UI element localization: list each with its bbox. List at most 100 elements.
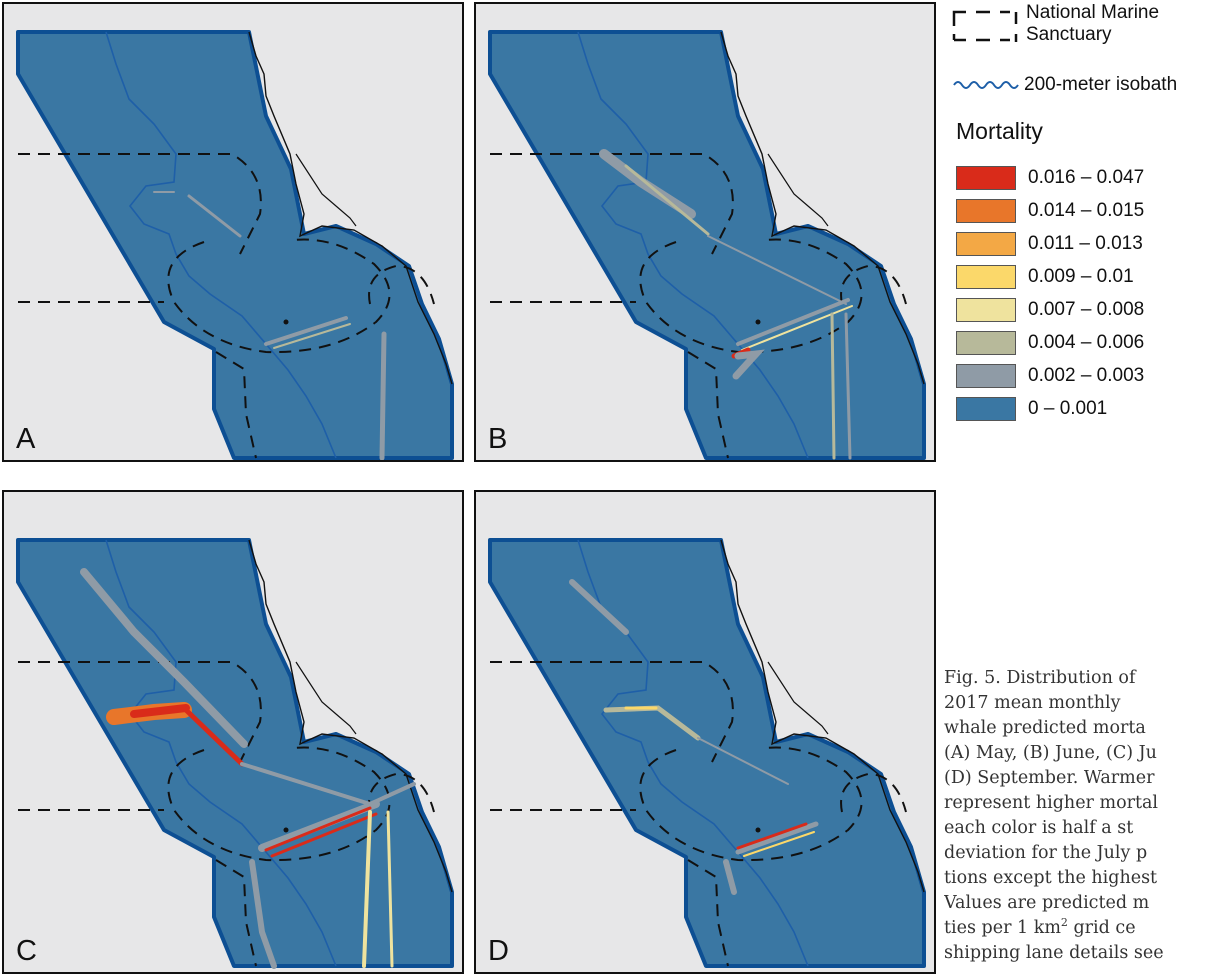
lane-south-patch (723, 859, 737, 895)
caption-line-3: whale predicted morta (944, 718, 1146, 738)
map-panel-a: A (2, 2, 464, 462)
lane-south-b (273, 323, 351, 349)
lane-south-hot (736, 822, 808, 850)
caption-line-11-text: ties per 1 km (944, 918, 1061, 938)
legend-class-2: 0.014 – 0.015 (956, 199, 1144, 223)
legend-range-label: 0.014 – 0.015 (1028, 200, 1145, 221)
sanctuary-boundary-4 (368, 772, 435, 813)
legend-class-3: 0.011 – 0.013 (956, 232, 1143, 256)
legend-swatch (956, 232, 1016, 256)
map-b (488, 30, 926, 460)
model-domain (488, 30, 926, 460)
caption-line-10: Values are predicted m (944, 893, 1150, 913)
panel-label-b: B (488, 423, 508, 455)
sanctuary-boundary-1 (18, 661, 262, 763)
map-a (16, 30, 454, 460)
legend-class-1: 0.016 – 0.047 (956, 166, 1144, 190)
caption-line-12: shipping lane details see (944, 943, 1164, 963)
legend-swatch (956, 298, 1016, 322)
map-d (488, 538, 926, 968)
legend-class-5: 0.007 – 0.008 (956, 298, 1144, 322)
lane-south-patch (249, 859, 277, 969)
legend-range-label: 0.004 – 0.006 (1028, 332, 1145, 353)
model-domain (16, 538, 454, 968)
legend-swatch (956, 166, 1016, 190)
sanctuary-boundary-1 (490, 153, 734, 255)
panel-label-c: C (16, 935, 37, 967)
map-base (16, 538, 454, 969)
lane-east (368, 782, 416, 806)
dashed-box-icon (952, 10, 1018, 42)
lane-north-spread (80, 568, 248, 748)
lane-north (624, 164, 710, 236)
sanctuary-boundary-2 (639, 746, 863, 862)
figure-caption: Fig. 5. Distribution of 2017 mean monthl… (944, 666, 1212, 974)
model-domain (488, 538, 926, 968)
legend-swatch (956, 397, 1016, 421)
island-marker (283, 827, 289, 833)
legend-class-6: 0.004 – 0.006 (956, 331, 1144, 355)
lane-transit (240, 762, 372, 806)
lane-vertical-b (386, 810, 394, 968)
map-base (488, 538, 926, 968)
sanctuary-boundary-1 (18, 153, 262, 255)
lane-north-spread (599, 149, 696, 219)
sanctuary-boundary-2 (167, 746, 391, 862)
coastline (720, 31, 925, 385)
legend-class-8: 0 – 0.001 (956, 397, 1107, 421)
sanctuary-boundary-5 (215, 859, 257, 967)
map-c (16, 538, 454, 969)
map-panel-c: C (2, 490, 464, 974)
legend-range-label: 0.009 – 0.01 (1028, 266, 1134, 287)
sanctuary-boundary-4 (840, 264, 907, 305)
legend-range-label: 0.016 – 0.047 (1028, 167, 1145, 188)
lane-south-b (743, 831, 815, 857)
lane-south-patch (732, 349, 765, 380)
coastline (248, 31, 453, 385)
legend-swatch (956, 199, 1016, 223)
lane-vertical (379, 331, 387, 460)
coastline-inner (767, 153, 829, 227)
isobath-line (577, 31, 809, 459)
lane-south-a (735, 821, 819, 855)
caption-line-2: 2017 mean monthly (944, 693, 1121, 713)
legend-swatch (956, 331, 1016, 355)
coastline-inner (295, 153, 357, 227)
caption-line-11: ties per 1 km2 grid ce (944, 916, 1212, 941)
legend-range-label: 0.002 – 0.003 (1028, 365, 1145, 386)
lane-south-a (736, 298, 850, 346)
panel-label-a: A (16, 423, 36, 455)
lane-south-b (270, 812, 378, 858)
coastline (720, 539, 925, 893)
lane-vertical-a (830, 312, 836, 460)
lane-south-b (741, 305, 853, 351)
lane-south-wide (258, 800, 380, 852)
caption-line-6: represent higher mortal (944, 793, 1159, 813)
lane-hotspot (130, 704, 190, 718)
lane-vertical-a (362, 810, 372, 968)
caption-line-4: (A) May, (B) June, (C) Ju (944, 743, 1157, 763)
lane-north-spread (569, 579, 629, 635)
coastline-inner (295, 661, 357, 735)
isobath-line (105, 31, 337, 459)
isobath-line (105, 539, 337, 967)
caption-line-11-tail: grid ce (1067, 918, 1136, 938)
legend-sanctuary: National Marine Sanctuary (950, 2, 1196, 46)
isobath-line-icon (953, 81, 1019, 89)
legend-class-7: 0.002 – 0.003 (956, 364, 1144, 388)
legend-isobath: 200-meter isobath (950, 74, 1177, 96)
caption-line-1: Fig. 5. Distribution of (944, 668, 1136, 688)
legend-range-label: 0 – 0.001 (1028, 398, 1108, 419)
legend-swatch (956, 364, 1016, 388)
island-marker (755, 827, 761, 833)
lane-north (187, 194, 242, 238)
lane-transit (697, 737, 789, 785)
coastline-inner (767, 661, 829, 735)
island-marker (283, 319, 289, 325)
sanctuary-boundary-1 (490, 661, 734, 763)
caption-line-7: each color is half a st (944, 818, 1134, 838)
legend-swatch (956, 265, 1016, 289)
legend-title: Mortality (956, 118, 1043, 144)
sanctuary-boundary-4 (840, 772, 907, 813)
lane-south-a (264, 806, 372, 852)
